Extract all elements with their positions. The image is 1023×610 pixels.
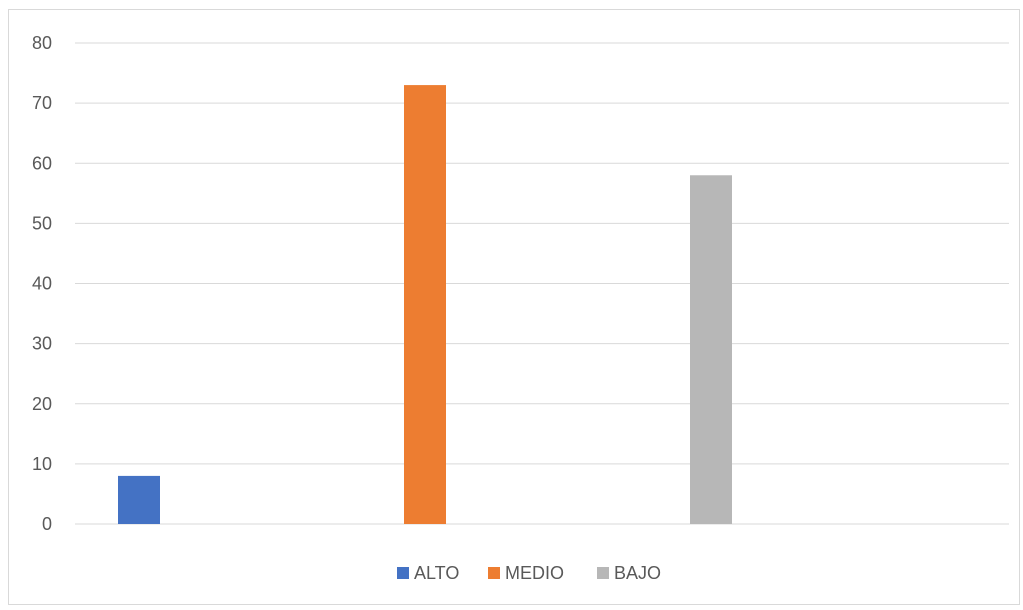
legend-swatch-bajo (597, 567, 609, 579)
legend-label-medio: MEDIO (505, 563, 564, 583)
bars (118, 85, 732, 525)
legend: ALTO MEDIO BAJO (397, 563, 661, 583)
y-tick-label: 20 (32, 394, 52, 414)
legend-label-bajo: BAJO (614, 563, 661, 583)
legend-swatch-medio (488, 567, 500, 579)
bar-alto (118, 475, 160, 524)
legend-label-alto: ALTO (414, 563, 459, 583)
y-tick-label: 60 (32, 153, 52, 173)
y-tick-label: 10 (32, 454, 52, 474)
y-tick-label: 80 (32, 33, 52, 53)
y-tick-label: 30 (32, 334, 52, 354)
legend-swatch-alto (397, 567, 409, 579)
y-axis-ticks: 0 10 20 30 40 50 60 70 80 (32, 33, 52, 534)
gridlines (75, 42, 1009, 525)
y-tick-label: 50 (32, 213, 52, 233)
y-tick-label: 70 (32, 93, 52, 113)
bar-bajo (690, 175, 732, 524)
y-tick-label: 0 (42, 514, 52, 534)
y-tick-label: 40 (32, 274, 52, 294)
chart-frame (8, 9, 1020, 605)
bar-medio (404, 85, 446, 525)
